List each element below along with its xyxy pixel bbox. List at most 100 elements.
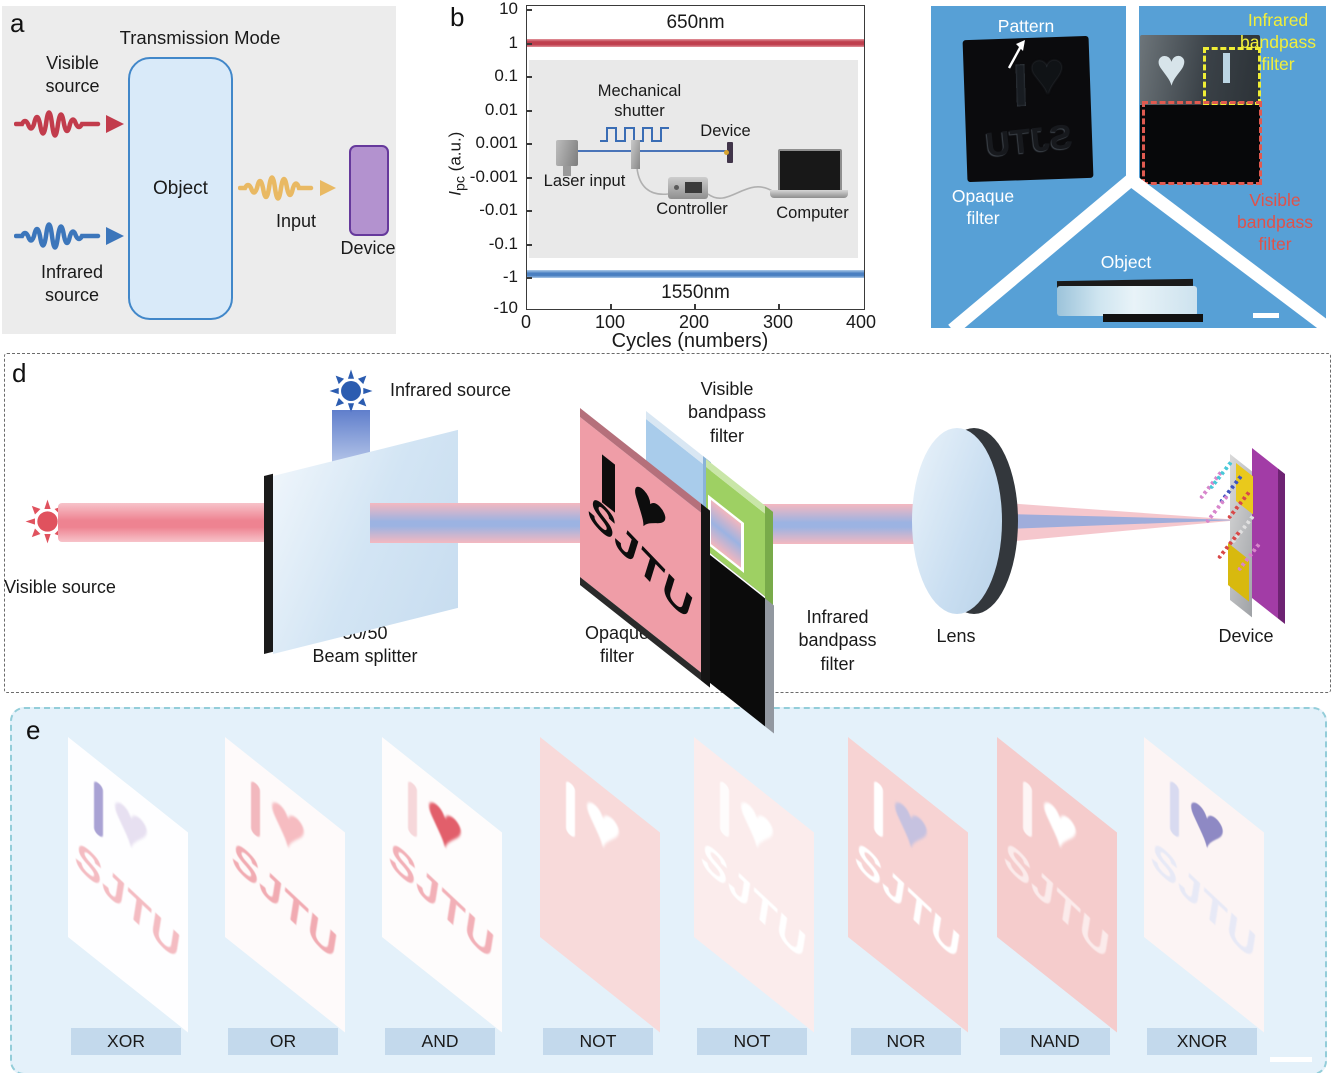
lens-label: Lens bbox=[936, 626, 976, 646]
input-wave-arrow-icon bbox=[238, 175, 336, 201]
object-label: Object bbox=[1100, 252, 1152, 272]
d-device-label: Device bbox=[1218, 626, 1274, 646]
gate-i-mark bbox=[94, 779, 103, 839]
gate-label-nand: NAND bbox=[1000, 1028, 1110, 1055]
gate-i-mark bbox=[1170, 779, 1179, 839]
opaque-filter-label: Opaque filter bbox=[951, 186, 1015, 228]
trace-650nm bbox=[527, 39, 864, 47]
y-tickmark bbox=[527, 9, 532, 11]
panel-b-plot: 650nm 1550nm Mechanical shutter Device L… bbox=[526, 5, 865, 310]
x-axis-label: Cycles (numbers) bbox=[611, 330, 769, 352]
y-tick-n1: -1 bbox=[502, 267, 518, 286]
pattern-heart-cutout: ♥ bbox=[1028, 40, 1066, 107]
visible-wave-arrow-icon bbox=[14, 110, 124, 138]
gate-heart-mark: ♥ bbox=[584, 773, 622, 877]
visible-filter-piece bbox=[1140, 105, 1260, 184]
converging-beam bbox=[1005, 503, 1240, 542]
y-tick-0p001: 0.001 bbox=[475, 133, 518, 152]
beam-splitter-edge bbox=[264, 473, 273, 654]
gate-sheet-and: ♥ SJTU bbox=[382, 737, 502, 1033]
y-tickmark bbox=[527, 110, 532, 112]
y-tick-0p01: 0.01 bbox=[484, 100, 518, 119]
x-tickmark bbox=[694, 304, 696, 309]
opaque-slab-side bbox=[701, 503, 710, 688]
lens bbox=[912, 428, 1002, 614]
object-slide-bottom-edge bbox=[1103, 314, 1203, 322]
black-slab-side bbox=[765, 598, 774, 734]
d-visible-bandpass-label: Visible bandpass filter bbox=[687, 379, 767, 446]
pattern-i-cutout bbox=[1015, 64, 1026, 107]
y-tickmark bbox=[527, 143, 532, 145]
visible-bandpass-dashed-box bbox=[1142, 101, 1262, 185]
gate-heart-mark: ♥ bbox=[738, 773, 776, 877]
inset-device-port-icon bbox=[724, 150, 729, 155]
gate-i-mark bbox=[408, 779, 417, 839]
photo-divider-vertical bbox=[1126, 6, 1139, 182]
panel-a-label: a bbox=[10, 8, 25, 38]
molecule-chain-icon bbox=[1208, 460, 1234, 490]
x-tick-400: 400 bbox=[845, 312, 877, 332]
molecule-chain-icon bbox=[1204, 494, 1230, 524]
beam-splitter-label-line2: Beam splitter bbox=[312, 646, 418, 667]
x-tick-200: 200 bbox=[678, 312, 710, 332]
laptop-base-icon bbox=[770, 190, 848, 198]
visible-beam bbox=[58, 503, 273, 542]
gate-i-mark bbox=[874, 779, 883, 839]
gate-sheet-xor: ♥ SJTU bbox=[68, 737, 188, 1033]
gate-label-and: AND bbox=[385, 1028, 495, 1055]
combined-beam-1 bbox=[370, 503, 588, 543]
inset-device-icon bbox=[727, 142, 733, 163]
gate-sheet-not2: ♥ SJTU bbox=[694, 737, 814, 1033]
laser-stand-icon bbox=[563, 166, 571, 176]
pattern-label: Pattern bbox=[997, 16, 1055, 36]
series-650nm-label: 650nm bbox=[666, 12, 725, 33]
mechanical-shutter-label: Mechanical shutter bbox=[597, 82, 682, 120]
gate-sheet-nand: ♥ SJTU bbox=[997, 737, 1117, 1033]
y-tick-1: 1 bbox=[508, 33, 518, 52]
y-axis-label-symbol: I bbox=[445, 191, 465, 196]
controller-label: Controller bbox=[656, 200, 728, 218]
gate-label-or: OR bbox=[228, 1028, 338, 1055]
device-back-plate-side bbox=[1278, 468, 1285, 625]
infrared-bandpass-label: Infrared bandpass filter bbox=[1240, 10, 1316, 74]
d-visible-source-label: Visible source bbox=[4, 577, 116, 597]
scale-bar bbox=[1270, 1057, 1312, 1062]
gate-i-mark bbox=[720, 779, 729, 839]
device-label: Device bbox=[340, 238, 396, 258]
pattern-arrow-icon bbox=[1007, 40, 1025, 69]
pattern-sjtu-cutout: SJTU bbox=[983, 117, 1075, 165]
object-slide bbox=[1057, 286, 1197, 316]
gate-i-mark bbox=[1023, 779, 1032, 839]
molecule-chain-icon bbox=[1226, 490, 1252, 520]
gate-label-xor: XOR bbox=[71, 1028, 181, 1055]
y-tick-n0p01: -0.01 bbox=[479, 200, 518, 219]
y-tickmark bbox=[527, 244, 532, 246]
x-tickmark bbox=[778, 304, 780, 309]
infrared-sun-icon bbox=[329, 369, 373, 413]
infrared-filter-piece bbox=[1140, 35, 1260, 105]
laser-icon bbox=[556, 140, 578, 166]
molecule-chain-icon bbox=[1236, 542, 1262, 572]
y-tick-n10: -10 bbox=[493, 298, 518, 317]
y-tick-n0p001: -0.001 bbox=[469, 167, 518, 186]
gate-label-not2: NOT bbox=[697, 1028, 807, 1055]
input-label: Input bbox=[275, 211, 317, 231]
panel-b-label: b bbox=[450, 2, 465, 32]
d-infrared-source-label: Infrared source bbox=[390, 380, 512, 400]
gate-label-nor: NOR bbox=[851, 1028, 961, 1055]
panel-a-title: Transmission Mode bbox=[119, 27, 281, 48]
object-box-label: Object bbox=[153, 177, 208, 199]
panel-d-label: d bbox=[12, 358, 27, 388]
infrared-wave-arrow-icon bbox=[14, 222, 124, 250]
molecule-chain-icon bbox=[1216, 530, 1242, 560]
d-infrared-bandpass-label: Infrared bandpass filter bbox=[798, 607, 877, 674]
x-tick-100: 100 bbox=[594, 312, 626, 332]
gate-sheet-nor: ♥ SJTU bbox=[848, 737, 968, 1033]
computer-label: Computer bbox=[776, 204, 849, 222]
gate-heart-mark: ♥ bbox=[112, 773, 150, 877]
gate-i-mark bbox=[566, 779, 575, 839]
laptop-screen-icon bbox=[778, 149, 842, 192]
y-axis-label-unit: (a.u.) bbox=[445, 131, 465, 177]
square-wave-icon bbox=[600, 127, 669, 142]
filter-i-cutout bbox=[1223, 53, 1230, 83]
